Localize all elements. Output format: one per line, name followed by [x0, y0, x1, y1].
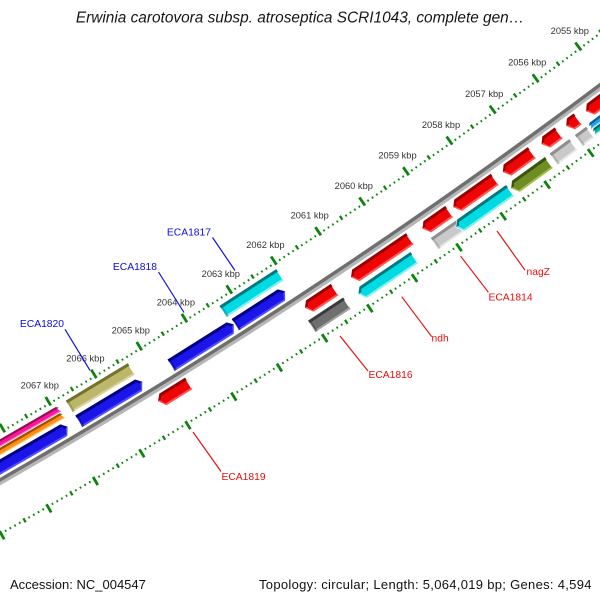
- svg-text:2065 kbp: 2065 kbp: [112, 326, 150, 336]
- svg-text:ECA1814: ECA1814: [489, 293, 533, 304]
- svg-text:2058 kbp: 2058 kbp: [422, 120, 460, 130]
- svg-text:2064 kbp: 2064 kbp: [157, 297, 195, 307]
- svg-text:2055 kbp: 2055 kbp: [551, 26, 589, 36]
- svg-text:2060 kbp: 2060 kbp: [335, 181, 373, 191]
- svg-text:Topology: circular; Length: 5,: Topology: circular; Length: 5,064,019 bp…: [259, 577, 592, 592]
- svg-text:nagZ: nagZ: [527, 267, 550, 278]
- svg-text:ECA1818: ECA1818: [113, 262, 157, 273]
- svg-text:Erwinia carotovora subsp. atro: Erwinia carotovora subsp. atroseptica SC…: [76, 10, 524, 27]
- svg-text:2059 kbp: 2059 kbp: [378, 151, 416, 161]
- svg-text:2063 kbp: 2063 kbp: [202, 269, 240, 279]
- svg-text:Accession: NC_004547: Accession: NC_004547: [10, 577, 146, 592]
- svg-text:ECA1816: ECA1816: [369, 370, 413, 381]
- svg-text:ndh: ndh: [432, 333, 449, 344]
- svg-text:2066 kbp: 2066 kbp: [66, 353, 104, 363]
- svg-text:2061 kbp: 2061 kbp: [291, 211, 329, 221]
- svg-text:2056 kbp: 2056 kbp: [508, 58, 546, 68]
- svg-text:ECA1820: ECA1820: [20, 319, 64, 330]
- svg-text:ECA1819: ECA1819: [222, 472, 266, 483]
- svg-text:2062 kbp: 2062 kbp: [246, 240, 284, 250]
- svg-text:2067 kbp: 2067 kbp: [21, 381, 59, 391]
- svg-text:2057 kbp: 2057 kbp: [465, 89, 503, 99]
- svg-text:ECA1817: ECA1817: [167, 227, 211, 238]
